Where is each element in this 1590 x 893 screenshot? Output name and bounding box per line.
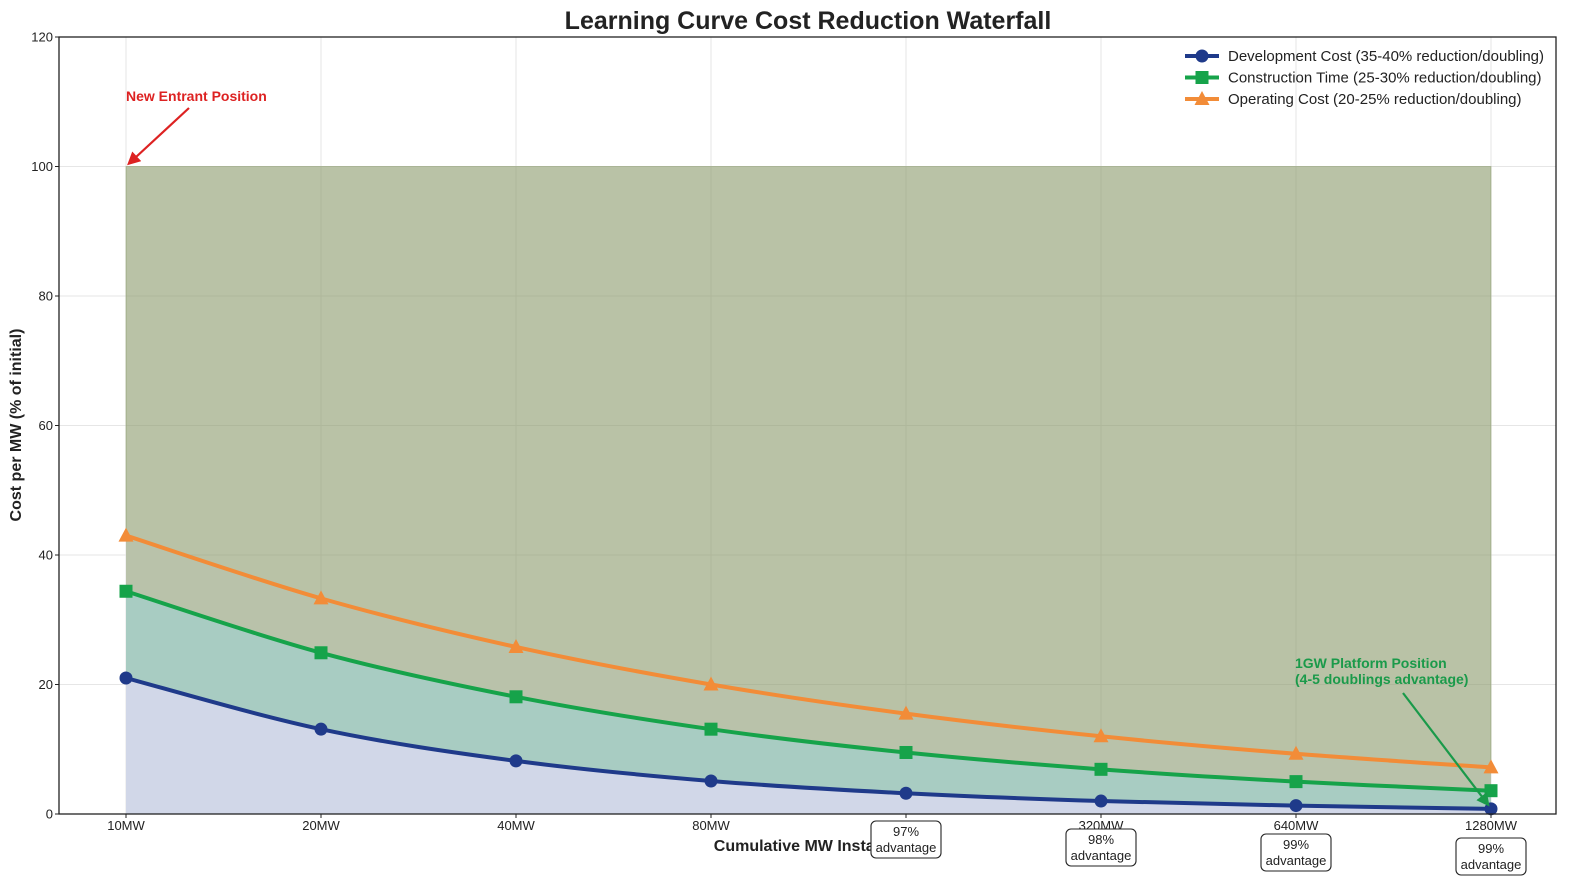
annotation-platform: 1GW Platform Position: [1295, 655, 1447, 671]
y-tick-label: 40: [39, 548, 53, 563]
annotation-platform-sub: (4-5 doublings advantage): [1295, 671, 1468, 687]
marker-circle: [314, 722, 328, 736]
advantage-box: [1065, 828, 1137, 867]
marker-triangle: [703, 676, 719, 691]
annotation-arrow-new-entrant: [127, 107, 190, 166]
y-tick-label: 80: [39, 289, 53, 304]
marker-circle: [704, 774, 718, 788]
x-tick-label: 640MW: [1274, 818, 1320, 833]
advantage-box: [1260, 833, 1332, 872]
area-fill-3: [126, 535, 1491, 791]
marker-triangle: [118, 527, 134, 542]
annotation-arrow-platform: [1402, 692, 1490, 807]
x-tick-label: 1280MW: [1465, 818, 1518, 833]
advantage-word: advantage: [1071, 848, 1132, 863]
series-lines: [125, 533, 1492, 811]
marker-square: [1484, 784, 1498, 798]
marker-triangle: [898, 705, 914, 720]
series-markers: [118, 527, 1499, 816]
y-tick-labels: 0 20 40 60 80 100 120: [31, 30, 59, 822]
x-tick-label: 80MW: [692, 818, 730, 833]
marker-circle: [1094, 794, 1108, 808]
legend-label: Construction Time (25-30% reduction/doub…: [1228, 70, 1542, 87]
marker-triangle: [1483, 759, 1499, 774]
legend-marker-triangle: [1194, 91, 1210, 105]
advantage-box: [870, 820, 942, 859]
marker-square: [509, 690, 523, 704]
advantage-word: advantage: [1266, 853, 1327, 868]
marker-square: [704, 722, 718, 736]
advantage-pct: 98%: [1088, 832, 1114, 847]
x-tick-labels: 10MW20MW40MW80MW160MW320MW640MW1280MW: [107, 814, 1518, 833]
marker-square: [899, 745, 913, 759]
advantage-pct: 99%: [1478, 841, 1504, 856]
legend: Development Cost (35-40% reduction/doubl…: [1185, 48, 1544, 108]
area-fill-1: [126, 678, 1491, 814]
marker-circle: [899, 786, 913, 800]
y-axis-label: Cost per MW (% of initial): [8, 329, 25, 522]
x-tick-label: 40MW: [497, 818, 535, 833]
marker-square: [1289, 775, 1303, 789]
y-tick-label: 100: [31, 159, 53, 174]
y-tick-label: 20: [39, 677, 53, 692]
x-tick-label: 20MW: [302, 818, 340, 833]
advantage-pct: 97%: [893, 824, 919, 839]
advantage-pct: 99%: [1283, 837, 1309, 852]
marker-square: [119, 584, 133, 598]
advantage-word: advantage: [1461, 857, 1522, 872]
marker-triangle: [1288, 745, 1304, 760]
legend-label: Operating Cost (20-25% reduction/doublin…: [1228, 91, 1522, 108]
series-line-2: [125, 589, 1492, 793]
x-axis-label: Cumulative MW Installed: [714, 838, 902, 855]
x-tick-label: 10MW: [107, 818, 145, 833]
y-tick-label: 0: [46, 807, 53, 822]
chart-title: Learning Curve Cost Reduction Waterfall: [565, 7, 1052, 35]
advantage-word: advantage: [876, 840, 937, 855]
y-tick-label: 120: [31, 30, 53, 45]
marker-square: [1094, 762, 1108, 776]
legend-marker-circle: [1195, 49, 1209, 63]
advantage-labels: 97%advantage98%advantage99%advantage99%a…: [870, 820, 1527, 876]
y-tick-label: 60: [39, 418, 53, 433]
marker-square: [314, 646, 328, 660]
marker-triangle: [313, 590, 329, 605]
advantage-box: [1455, 837, 1527, 876]
legend-marker-square: [1195, 71, 1209, 84]
series-line-3: [125, 533, 1492, 770]
marker-triangle: [1093, 728, 1109, 743]
area-fill-2: [126, 591, 1491, 809]
series-line-1: [125, 676, 1492, 811]
marker-circle: [509, 754, 523, 768]
area-fills: [125, 166, 1492, 814]
marker-triangle: [508, 638, 524, 653]
legend-label: Development Cost (35-40% reduction/doubl…: [1228, 48, 1544, 65]
annotations: New Entrant Position 1GW Platform Positio…: [126, 88, 1490, 807]
annotation-new-entrant: New Entrant Position: [126, 88, 267, 104]
marker-circle: [1289, 799, 1303, 813]
marker-circle: [119, 671, 133, 685]
